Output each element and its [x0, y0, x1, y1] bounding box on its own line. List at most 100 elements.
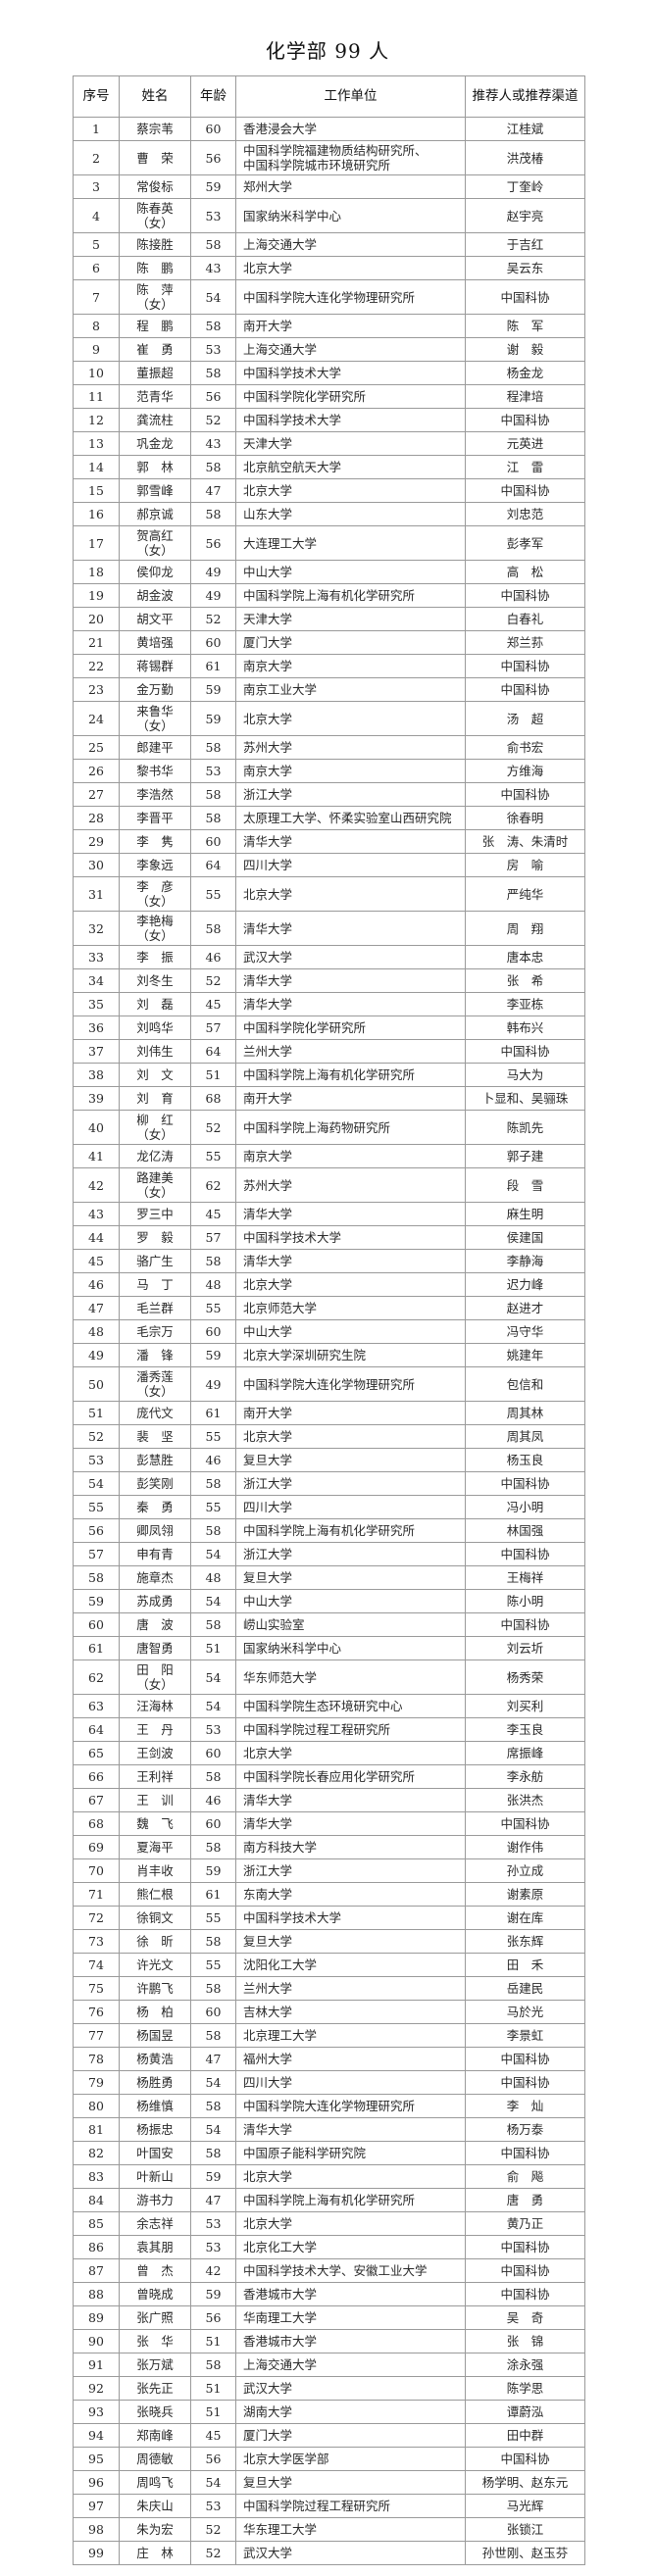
table-row: 32 李艳梅 （女） 58 清华大学周 翔 — [73, 911, 585, 946]
cell-age: 58 — [190, 502, 236, 526]
table-row: 62 田 阳 （女） 54 华东师范大学 杨秀荣 — [73, 1660, 585, 1695]
cell-index: 75 — [73, 1976, 120, 2001]
cell-index: 78 — [73, 2047, 120, 2071]
table-row: 98 朱为宏 52 华东理工大学 张锁江 — [73, 2517, 585, 2542]
cell-index: 54 — [73, 1471, 120, 1496]
table-row: 22 蒋锡群 61 南京大学 中国科协 — [73, 654, 585, 678]
cell-index: 18 — [73, 560, 120, 584]
table-row: 39 刘 育 68 南开大学 卜显和、吴骊珠 — [73, 1086, 585, 1111]
cell-unit: 兰州大学 — [235, 1976, 466, 2001]
cell-unit: 南方科技大学 — [235, 1835, 466, 1859]
cell-recommender: 马於光 — [465, 2000, 585, 2024]
cell-index: 57 — [73, 1542, 120, 1566]
cell-recommender: 包信和 — [465, 1366, 585, 1402]
cell-recommender: 刘买利 — [465, 1694, 585, 1718]
cell-recommender: 席振峰 — [465, 1741, 585, 1765]
cell-age: 58 — [190, 2023, 236, 2048]
table-row: 11 范青华 56 中国科学院化学研究所 程津培 — [73, 384, 585, 409]
table-header-row: 序号 姓名 年龄 工作单位 推荐人或推荐渠道 — [73, 75, 585, 118]
cell-age: 54 — [190, 1694, 236, 1718]
cell-unit: 浙江大学 — [235, 1858, 466, 1883]
cell-index: 51 — [73, 1401, 120, 1425]
cell-name: 叶国安 — [119, 2141, 191, 2165]
cell-unit: 武汉大学 — [235, 945, 466, 969]
table-row: 82 叶国安 58 中国原子能科学研究院 中国科协 — [73, 2141, 585, 2165]
cell-name: 杨维慎 — [119, 2094, 191, 2118]
cell-index: 34 — [73, 968, 120, 993]
cell-name: 王 训 — [119, 1788, 191, 1812]
cell-unit: 北京理工大学 — [235, 2023, 466, 2048]
cell-index: 49 — [73, 1343, 120, 1367]
cell-unit: 华东理工大学 — [235, 2517, 466, 2542]
cell-index: 42 — [73, 1167, 120, 1203]
cell-age: 57 — [190, 1016, 236, 1040]
cell-name: 杨黄浩 — [119, 2047, 191, 2071]
cell-index: 50 — [73, 1366, 120, 1402]
table-row: 87 曾 杰 42 中国科学技术大学、安徽工业大学 中国科协 — [73, 2258, 585, 2283]
table-row: 43 罗三中 45 清华大学 麻生明 — [73, 1202, 585, 1226]
cell-unit: 南京大学 — [235, 1144, 466, 1168]
cell-unit: 南开大学 — [235, 314, 466, 338]
cell-recommender: 汤 超 — [465, 701, 585, 736]
cell-unit: 中国科学院生态环境研究中心 — [235, 1694, 466, 1718]
cell-name: 董振超 — [119, 361, 191, 385]
cell-recommender: 李 灿 — [465, 2094, 585, 2118]
cell-name: 余志祥 — [119, 2211, 191, 2236]
cell-unit: 武汉大学 — [235, 2376, 466, 2401]
cell-unit: 崂山实验室 — [235, 1612, 466, 1637]
cell-recommender: 唐本忠 — [465, 945, 585, 969]
cell-index: 22 — [73, 654, 120, 678]
cell-age: 46 — [190, 1448, 236, 1472]
cell-recommender: 陈凯先 — [465, 1110, 585, 1145]
cell-index: 60 — [73, 1612, 120, 1637]
cell-recommender: 中国科协 — [465, 677, 585, 702]
cell-unit: 北京航空航天大学 — [235, 455, 466, 479]
table-row: 13 巩金龙 43 天津大学 元英进 — [73, 431, 585, 456]
cell-age: 60 — [190, 630, 236, 655]
cell-index: 69 — [73, 1835, 120, 1859]
cell-name: 郎建平 — [119, 735, 191, 760]
cell-recommender: 张 希 — [465, 968, 585, 993]
table-row: 88 曾晓成 59 香港城市大学 中国科协 — [73, 2282, 585, 2306]
table-row: 93 张晓兵 51 湖南大学 谭蔚泓 — [73, 2400, 585, 2424]
cell-index: 25 — [73, 735, 120, 760]
cell-unit: 北京大学 — [235, 478, 466, 503]
cell-age: 53 — [190, 2235, 236, 2259]
table-row: 66 王利祥 58 中国科学院长春应用化学研究所 李永舫 — [73, 1764, 585, 1789]
cell-name: 裴 坚 — [119, 1424, 191, 1449]
cell-age: 58 — [190, 735, 236, 760]
table-row: 96 周鸣飞 54 复旦大学 杨学明、赵东元 — [73, 2470, 585, 2495]
cell-name: 路建美 （女） — [119, 1167, 191, 1203]
table-row: 50 潘秀莲 （女） 49 中国科学院大连化学物理研究所 包信和 — [73, 1366, 585, 1402]
cell-unit: 中国科学院福建物质结构研究所、 中国科学院城市环境研究所 — [235, 140, 466, 175]
cell-unit: 中国科学院大连化学物理研究所 — [235, 279, 466, 315]
cell-index: 4 — [73, 198, 120, 233]
cell-unit: 中国科学院化学研究所 — [235, 1016, 466, 1040]
cell-age: 43 — [190, 256, 236, 280]
cell-index: 8 — [73, 314, 120, 338]
cell-recommender: 中国科协 — [465, 1039, 585, 1064]
cell-age: 49 — [190, 560, 236, 584]
cell-index: 5 — [73, 232, 120, 257]
cell-index: 23 — [73, 677, 120, 702]
cell-unit: 湖南大学 — [235, 2400, 466, 2424]
table-row: 65 王剑波 60 北京大学 席振峰 — [73, 1741, 585, 1765]
cell-age: 61 — [190, 1401, 236, 1425]
cell-recommender: 中国科协 — [465, 2258, 585, 2283]
cell-age: 59 — [190, 701, 236, 736]
cell-recommender: 赵进才 — [465, 1296, 585, 1320]
cell-name: 刘 育 — [119, 1086, 191, 1111]
cell-index: 83 — [73, 2164, 120, 2189]
cell-recommender: 杨玉良 — [465, 1448, 585, 1472]
cell-name: 秦 勇 — [119, 1495, 191, 1519]
cell-age: 59 — [190, 677, 236, 702]
cell-name: 李象远 — [119, 853, 191, 877]
cell-age: 53 — [190, 1717, 236, 1742]
cell-age: 53 — [190, 2494, 236, 2518]
cell-unit: 中国原子能科学研究院 — [235, 2141, 466, 2165]
cell-age: 56 — [190, 384, 236, 409]
cell-name: 田 阳 （女） — [119, 1660, 191, 1695]
cell-recommender: 谢素原 — [465, 1882, 585, 1907]
cell-unit: 中国科学院上海有机化学研究所 — [235, 583, 466, 608]
